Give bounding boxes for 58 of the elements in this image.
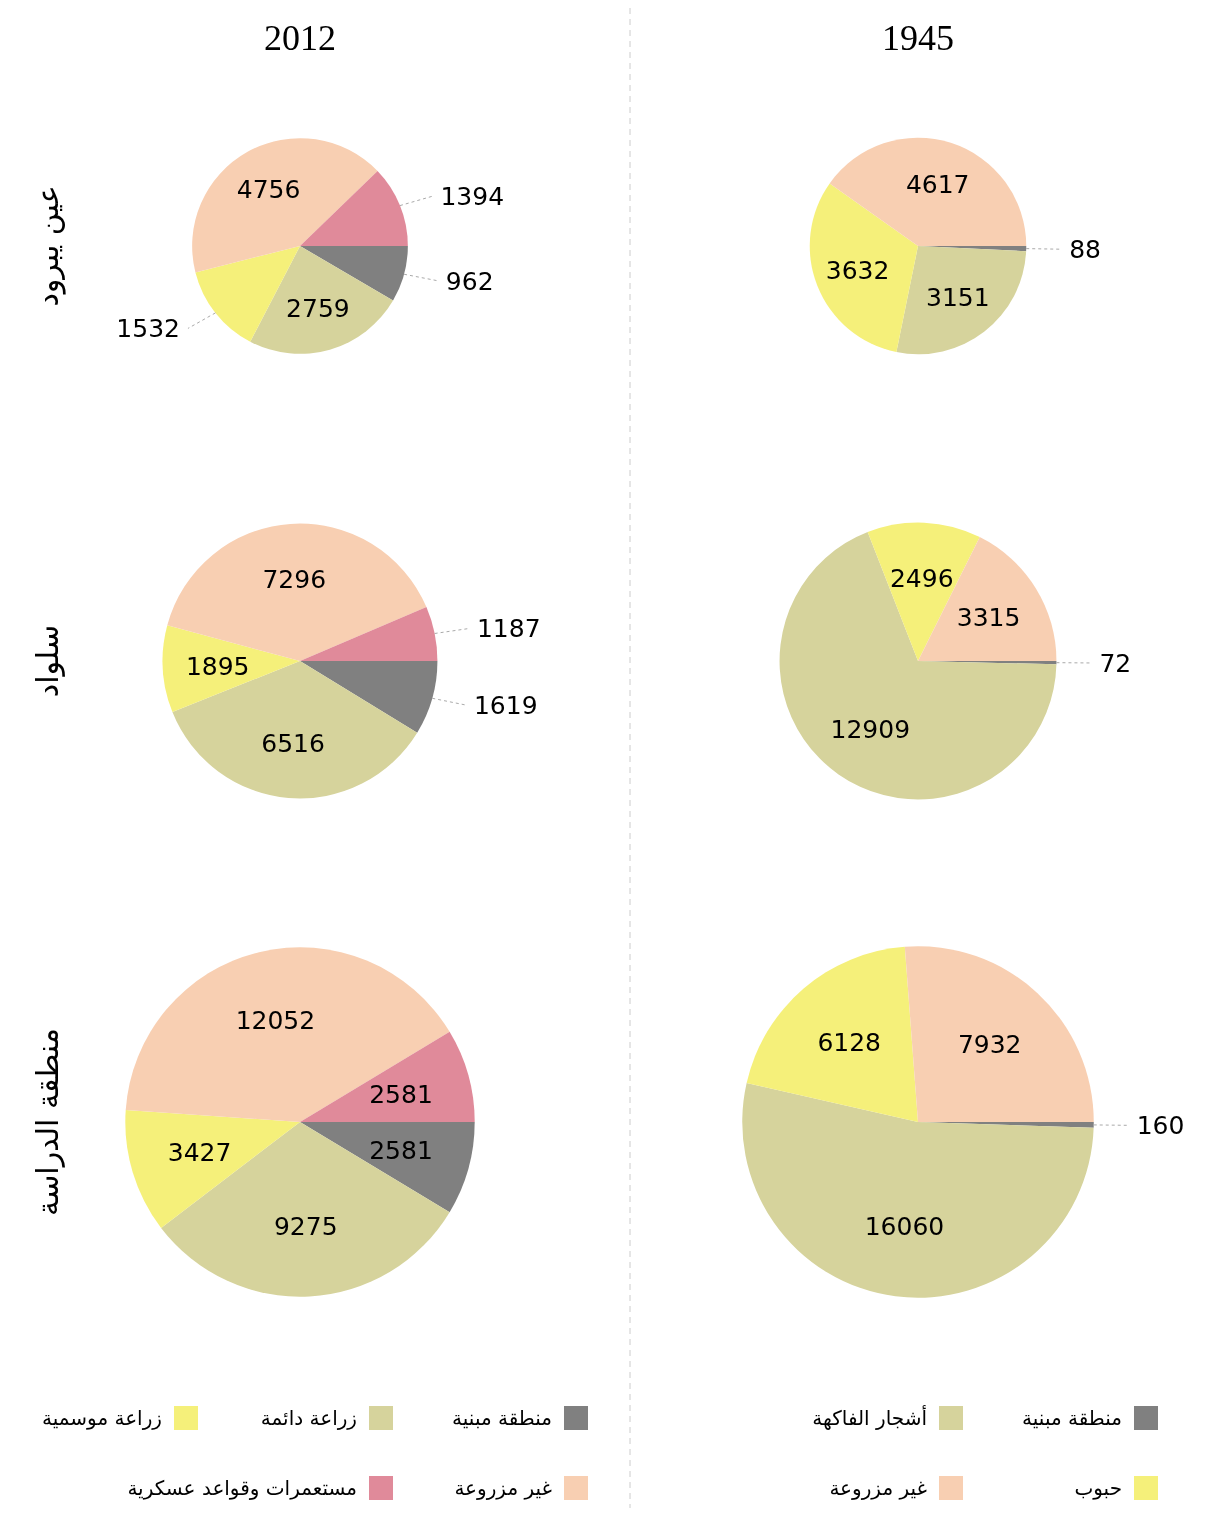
data-label: 2581: [369, 1135, 433, 1165]
data-label: 1895: [185, 651, 250, 681]
data-label: 3151: [926, 283, 990, 313]
data-label: 3632: [825, 255, 890, 285]
legend-label: منطقة مبنية: [452, 1406, 552, 1430]
text: منطقة الدراسة: [30, 1028, 65, 1216]
data-label: 16060: [864, 1212, 945, 1242]
data-label: 12909: [830, 714, 911, 744]
legend-label: أشجار الفاكهة: [812, 1405, 927, 1430]
text: سلواد: [30, 624, 65, 698]
pie-slice: [125, 947, 450, 1122]
pie-slice: [742, 1082, 1094, 1298]
data-label: 7296: [262, 564, 327, 594]
data-label: 4617: [905, 169, 970, 199]
legend-label: مستعمرات وقواعد عسكرية: [127, 1476, 357, 1500]
data-label: 160: [1136, 1111, 1185, 1141]
data-label: 3427: [167, 1137, 232, 1167]
data-label: 72: [1099, 648, 1132, 678]
data-label: 12052: [235, 1005, 316, 1035]
data-label: 1532: [116, 314, 180, 344]
data-label: 1187: [476, 614, 541, 644]
pie-slice: [300, 1122, 475, 1213]
pie-slice: [746, 946, 918, 1122]
data-label: 9275: [273, 1212, 338, 1242]
pie-slice: [250, 246, 394, 354]
pie-slice: [904, 946, 1094, 1122]
legend-label: غير مزروعة: [454, 1476, 552, 1500]
data-label: 1619: [473, 690, 538, 720]
pie-slice: [300, 607, 438, 661]
data-label: 2581: [369, 1079, 433, 1109]
data-label: 2759: [286, 293, 350, 323]
pie-slice: [300, 661, 438, 733]
data-label: 88: [1069, 234, 1102, 264]
pie-slice: [300, 246, 408, 301]
legend-label: غير مزروعة: [829, 1476, 927, 1500]
legend-label: زراعة دائمة: [260, 1406, 357, 1430]
pie-slice: [779, 532, 1057, 800]
data-label: 3315: [956, 603, 1021, 633]
legend-label: منطقة مبنية: [1022, 1406, 1122, 1430]
pie-slice: [300, 171, 408, 246]
data-label: 6516: [261, 728, 325, 758]
pie-slice: [829, 137, 1027, 246]
legend-label: زراعة موسمية: [41, 1406, 162, 1430]
data-label: 4756: [236, 175, 301, 205]
pie-slice: [896, 246, 1027, 355]
pie-slice: [162, 625, 300, 713]
chart-title: 2012: [264, 18, 336, 58]
chart-title: 1945: [882, 18, 954, 58]
data-label: 2496: [889, 563, 954, 593]
pie-slice: [300, 1031, 475, 1122]
legend-label: حبوب: [1074, 1476, 1122, 1500]
data-label: 7932: [957, 1030, 1022, 1060]
pie-slice: [192, 138, 378, 273]
data-label: 962: [445, 266, 494, 296]
data-label: 6128: [817, 1027, 881, 1057]
text: عين يبرود: [30, 185, 66, 307]
data-label: 1394: [440, 181, 505, 211]
pie-slice: [161, 1122, 450, 1297]
